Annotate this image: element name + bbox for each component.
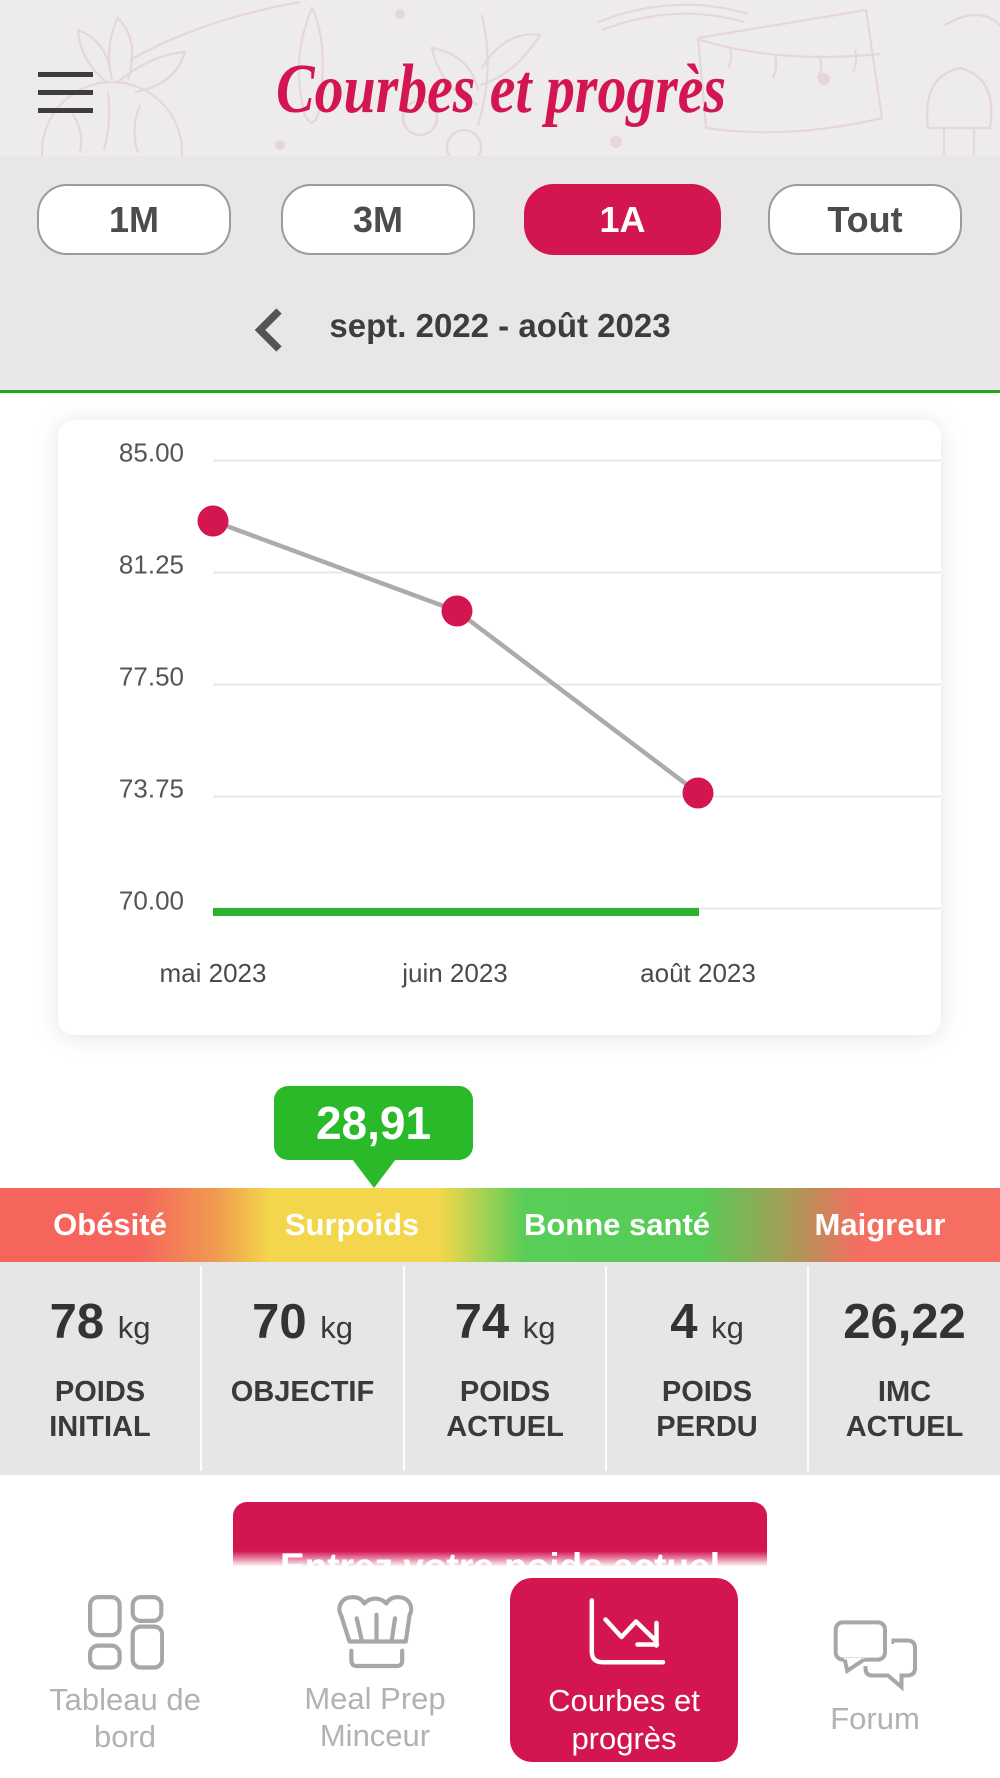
svg-text:81.25: 81.25 [119, 550, 184, 580]
svg-text:77.50: 77.50 [119, 662, 184, 692]
svg-text:85.00: 85.00 [119, 438, 184, 468]
svg-text:juin 2023: juin 2023 [401, 958, 508, 988]
svg-text:mai 2023: mai 2023 [160, 958, 267, 988]
svg-text:70.00: 70.00 [119, 886, 184, 916]
svg-text:août 2023: août 2023 [640, 958, 756, 988]
svg-text:73.75: 73.75 [119, 774, 184, 804]
svg-text:Courbes et progrès: Courbes et progrès [276, 51, 726, 128]
